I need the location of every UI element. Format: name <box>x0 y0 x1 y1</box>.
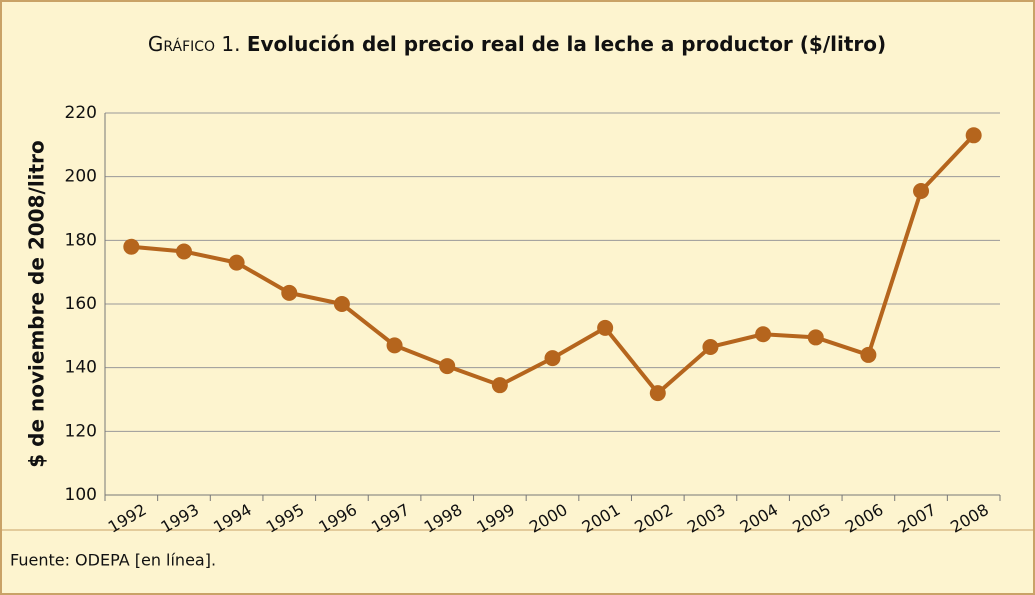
point <box>807 329 824 346</box>
point <box>386 337 403 354</box>
chart-title: Gráfico 1. Evolución del precio real de … <box>148 32 886 56</box>
point <box>965 127 982 144</box>
point <box>913 182 930 199</box>
point <box>544 350 561 367</box>
point <box>755 326 772 343</box>
y-tick-label: 140 <box>65 358 97 378</box>
point <box>702 338 719 355</box>
point <box>649 385 666 402</box>
point <box>439 358 456 375</box>
y-tick-label: 220 <box>65 103 97 123</box>
y-tick-label: 180 <box>65 230 97 250</box>
point <box>333 296 350 312</box>
title-text: Evolución del precio real de la leche a … <box>247 32 886 56</box>
point <box>491 377 508 394</box>
point <box>228 254 245 271</box>
point <box>281 284 298 301</box>
source: Fuente: ODEPA [en línea]. <box>10 551 216 570</box>
y-tick-label: 160 <box>65 294 97 314</box>
point <box>123 238 140 255</box>
y-tick-label: 100 <box>65 485 97 505</box>
title-label: Gráfico 1. <box>148 32 241 56</box>
y-axis-label: $ de noviembre de 2008/litro <box>25 140 49 467</box>
y-tick-label: 120 <box>65 421 97 441</box>
point <box>175 243 192 260</box>
point <box>597 319 614 336</box>
point <box>860 346 877 363</box>
y-tick-label: 200 <box>65 167 97 187</box>
